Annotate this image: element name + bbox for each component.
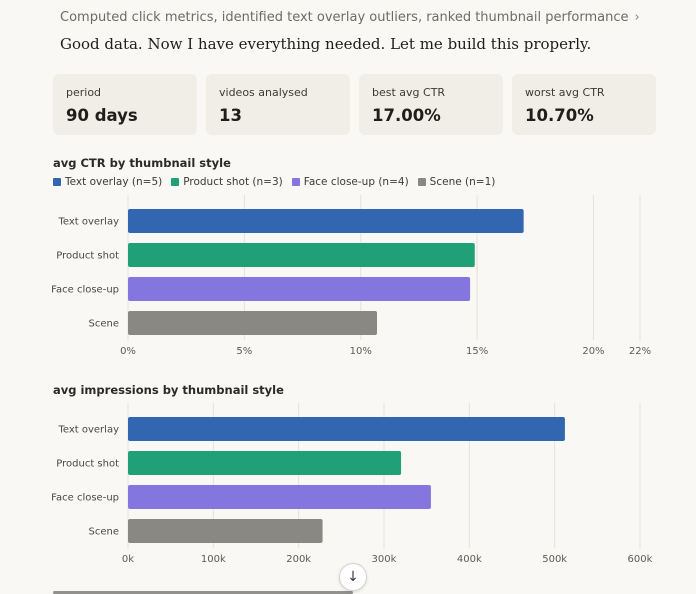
thinking-summary-text: Computed click metrics, identified text … [60, 10, 629, 25]
ctr-tick-label: 15% [466, 346, 488, 357]
impressions-bar [128, 451, 402, 475]
stat-card-value: 17.00% [372, 106, 441, 125]
next-chart-title-partial [53, 588, 353, 594]
impressions-bar-chart: 0k 100k 200k 300k 400k 500k 600k Text overlay Pr… [51, 403, 653, 565]
chevron-right-icon: › [634, 10, 640, 25]
impressions-chart-title: avg impressions by thumbnail style [53, 383, 284, 397]
legend-label: Text overlay (n=5) [65, 176, 163, 188]
ctr-bar [128, 209, 524, 233]
stat-card-period: period 90 days [53, 74, 197, 135]
ctr-category-label: Scene [89, 319, 120, 330]
stat-card-value: 10.70% [525, 106, 594, 125]
legend-label: Product shot (n=3) [183, 176, 283, 188]
impressions-category-label: Text overlay [57, 425, 119, 436]
impressions-tick-label: 300k [372, 554, 397, 565]
impressions-tick-label: 500k [542, 554, 567, 565]
stat-card-videos: videos analysed 13 [206, 74, 350, 135]
impressions-category-label: Product shot [56, 459, 119, 470]
legend-swatch [291, 178, 300, 186]
impressions-tick-label: 400k [457, 554, 482, 565]
chart-legend: Text overlay (n=5) Product shot (n=3) Fa… [53, 176, 495, 188]
ctr-tick-label: 10% [350, 346, 372, 357]
impressions-tick-label: 0k [122, 554, 134, 565]
stat-card-worst-ctr: worst avg CTR 10.70% [512, 74, 656, 135]
stat-card-value: 13 [219, 106, 242, 125]
ctr-bar-chart: 0% 5% 10% 15% 20% 22% Text overlay Product shot… [51, 195, 651, 357]
ctr-category-label: Text overlay [57, 217, 119, 228]
stat-card-label: worst avg CTR [525, 86, 605, 99]
thinking-summary[interactable]: Computed click metrics, identified text … [60, 10, 640, 25]
scroll-to-bottom-button[interactable]: ↓ [339, 563, 367, 591]
arrow-down-icon: ↓ [347, 569, 359, 585]
ctr-tick-label: 22% [629, 346, 651, 357]
legend-label: Scene (n=1) [429, 176, 496, 188]
ctr-tick-label: 0% [120, 346, 136, 357]
legend-swatch [171, 178, 180, 186]
legend-item-scene: Scene (n=1) [417, 176, 496, 188]
legend-item-product-shot: Product shot (n=3) [171, 176, 283, 188]
impressions-bar [128, 519, 323, 543]
ctr-bar [128, 243, 475, 267]
ctr-category-label: Face close-up [51, 285, 119, 296]
impressions-bar [128, 417, 565, 441]
impressions-category-label: Face close-up [51, 493, 119, 504]
stat-card-label: best avg CTR [372, 86, 446, 99]
ctr-tick-label: 20% [582, 346, 604, 357]
legend-item-text-overlay: Text overlay (n=5) [53, 176, 162, 188]
legend-item-face-close-up: Face close-up (n=4) [291, 176, 409, 188]
legend-swatch [53, 178, 61, 186]
impressions-tick-label: 600k [628, 554, 653, 565]
legend-swatch [417, 178, 426, 186]
stat-card-best-ctr: best avg CTR 17.00% [359, 74, 503, 135]
stat-card-label: videos analysed [219, 86, 308, 99]
impressions-tick-label: 100k [201, 554, 226, 565]
ctr-chart-title: avg CTR by thumbnail style [53, 156, 231, 170]
stat-card-label: period [66, 86, 102, 99]
impressions-bar [128, 485, 431, 509]
stat-cards: period 90 days videos analysed 13 best a… [53, 74, 656, 135]
ctr-category-label: Product shot [56, 251, 119, 262]
ctr-tick-label: 5% [236, 346, 252, 357]
legend-label: Face close-up (n=4) [303, 176, 409, 188]
stat-card-value: 90 days [66, 106, 138, 125]
impressions-category-label: Scene [89, 527, 120, 538]
ctr-bar [128, 311, 378, 335]
assistant-message: Good data. Now I have everything needed.… [60, 35, 592, 53]
impressions-tick-label: 200k [286, 554, 311, 565]
ctr-bar [128, 277, 471, 301]
